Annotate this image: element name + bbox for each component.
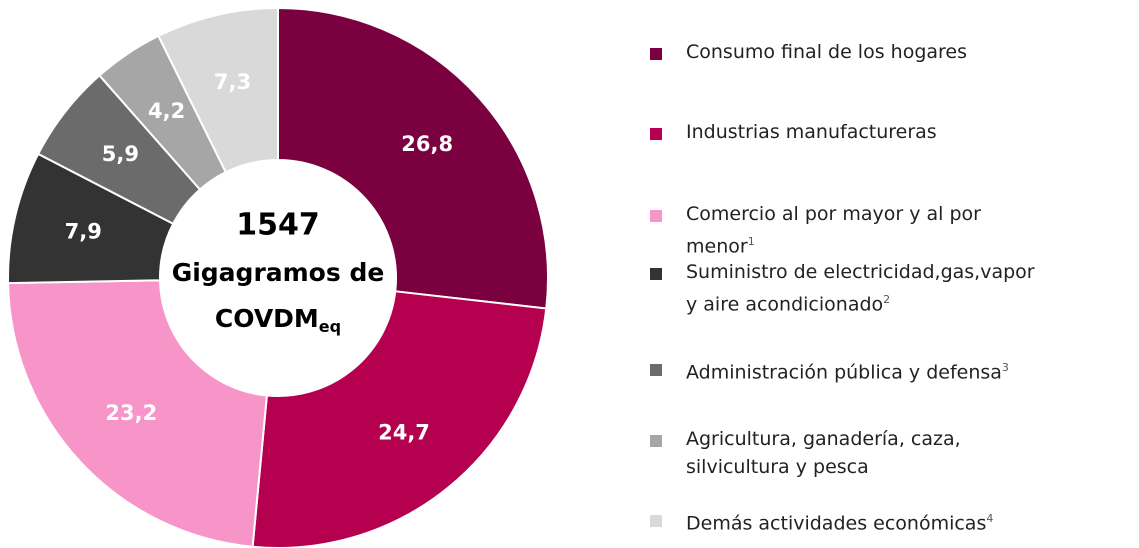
legend-text: Consumo final de los hogares <box>686 41 968 63</box>
donut-slice <box>157 6 279 174</box>
data-label: 4,2 <box>148 99 185 123</box>
center-text: COVDMeq <box>215 304 341 336</box>
legend-swatch <box>650 210 662 222</box>
data-label: 26,8 <box>401 132 453 156</box>
legend-label: Comercio al por mayor y al por menor1 <box>686 200 1050 260</box>
donut-slice <box>277 6 549 310</box>
legend-label: Suministro de electricidad,gas,vapor y a… <box>686 258 1050 318</box>
legend-item: Suministro de electricidad,gas,vapor y a… <box>650 258 1050 318</box>
legend-swatch <box>650 364 662 376</box>
legend-label: Demás actividades económicas4 <box>686 505 993 537</box>
data-label: 7,3 <box>214 70 251 94</box>
footnote-mark: 1 <box>747 235 755 248</box>
data-label: 7,9 <box>65 220 102 244</box>
legend-text: Demás actividades económicas <box>686 512 987 535</box>
legend-label: Agricultura, ganadería, caza, silvicultu… <box>686 425 1050 481</box>
legend-text: Administración pública y defensa <box>686 361 1002 384</box>
footnote-mark: 3 <box>1001 361 1009 374</box>
data-label: 23,2 <box>105 401 157 425</box>
legend-swatch <box>650 515 662 527</box>
chart: 26,8 24,7 23,2 7,9 5,9 4,2 7,3 1547 Gigagramos d… <box>7 6 549 548</box>
legend-label: Consumo final de los hogares <box>686 38 967 66</box>
legend-item: Comercio al por mayor y al por menor1 <box>650 200 1050 260</box>
donut-slice <box>7 279 268 548</box>
legend-label: Administración pública y defensa3 <box>686 354 1009 386</box>
legend-swatch <box>650 268 662 280</box>
footnote-mark: 4 <box>986 512 994 525</box>
legend-item: Industrias manufactureras <box>650 118 1050 146</box>
center-text: Gigagramos de <box>172 258 385 287</box>
legend-item: Demás actividades económicas4 <box>650 505 1050 537</box>
center-unit: COVDM <box>215 304 319 333</box>
footnote-mark: 2 <box>883 293 891 306</box>
data-label: 5,9 <box>102 142 139 166</box>
legend-item: Consumo final de los hogares <box>650 38 1050 66</box>
center-number: 1547 <box>236 208 320 243</box>
legend-text: Agricultura, ganadería, caza, silvicultu… <box>686 428 961 478</box>
legend: Consumo final de los hogares Industrias m… <box>650 0 1130 548</box>
legend-swatch <box>650 48 662 60</box>
legend-swatch <box>650 128 662 140</box>
center-subscript: eq <box>319 317 341 336</box>
legend-swatch <box>650 435 662 447</box>
legend-text: Suministro de electricidad,gas,vapor y a… <box>686 261 1035 316</box>
legend-item: Administración pública y defensa3 <box>650 354 1050 386</box>
legend-label: Industrias manufactureras <box>686 118 937 146</box>
data-label: 24,7 <box>378 420 430 444</box>
legend-text: Comercio al por mayor y al por menor <box>686 203 981 258</box>
legend-text: Industrias manufactureras <box>686 121 937 143</box>
legend-item: Agricultura, ganadería, caza, silvicultu… <box>650 425 1050 481</box>
